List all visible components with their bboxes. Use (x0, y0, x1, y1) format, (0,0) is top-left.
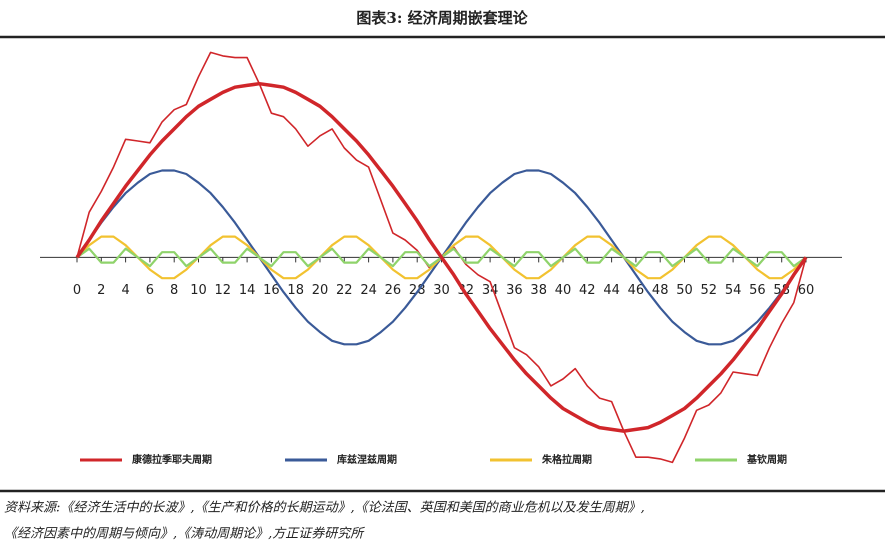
x-tick-label: 46 (628, 283, 645, 298)
legend-label: 基钦周期 (746, 453, 787, 466)
x-tick-label: 56 (749, 283, 766, 298)
x-tick-label: 44 (603, 283, 620, 298)
series-line (75, 81, 808, 433)
x-tick-label: 38 (530, 283, 547, 298)
x-tick-label: 30 (433, 283, 450, 298)
x-tick-label: 52 (701, 283, 718, 298)
x-tick-label: 16 (263, 283, 280, 298)
x-tick-label: 2 (97, 283, 105, 298)
legend-label: 朱格拉周期 (542, 453, 592, 466)
x-tick-label: 22 (336, 283, 353, 298)
source-text: 《经济因素中的周期与倾向》,《涛动周期论》,方正证券研究所 (4, 526, 365, 542)
x-tick-label: 50 (676, 283, 693, 298)
x-tick-label: 26 (385, 283, 402, 298)
chart-title: 图表3: 经济周期嵌套理论 (356, 9, 528, 27)
x-tick-label: 24 (360, 283, 377, 298)
x-tick-label: 60 (798, 283, 815, 298)
x-tick-label: 8 (170, 283, 178, 298)
x-tick-label: 36 (506, 283, 523, 298)
legend-label: 库兹涅兹周期 (337, 453, 397, 466)
x-tick-label: 20 (312, 283, 329, 298)
x-tick-label: 14 (239, 283, 256, 298)
source-text: 资料来源:《经济生活中的长波》,《生产和价格的长期运动》,《论法国、英国和美国的… (4, 501, 645, 516)
x-tick-label: 40 (555, 283, 572, 298)
x-tick-label: 6 (146, 283, 154, 298)
x-tick-label: 12 (215, 283, 232, 298)
legend-label: 康德拉季耶夫周期 (132, 453, 212, 466)
x-tick-label: 48 (652, 283, 669, 298)
x-tick-label: 18 (287, 283, 304, 298)
x-tick-label: 42 (579, 283, 596, 298)
x-tick-label: 4 (121, 283, 129, 298)
x-tick-label: 54 (725, 283, 742, 298)
x-tick-label: 0 (73, 283, 81, 298)
x-tick-label: 10 (190, 283, 207, 298)
